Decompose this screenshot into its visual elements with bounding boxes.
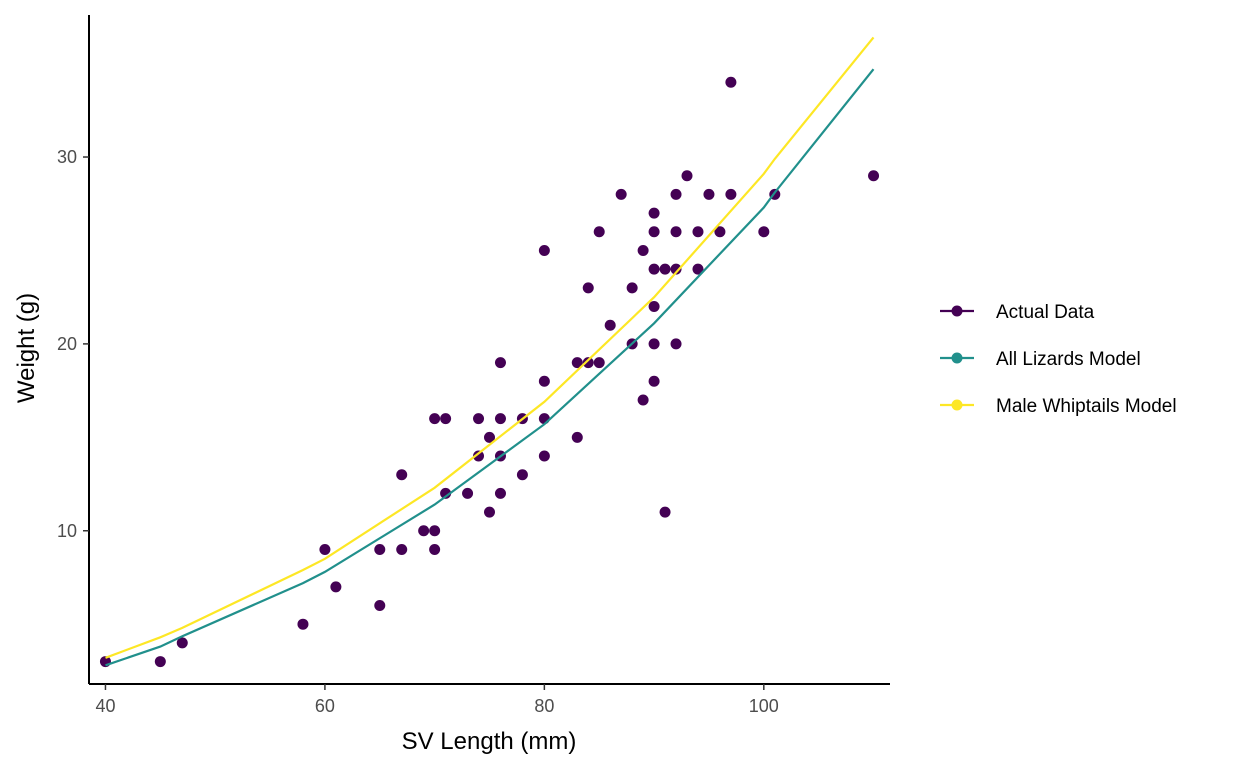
- legend-item-male-whiptails: Male Whiptails Model: [940, 396, 1177, 417]
- data-point: [516, 469, 528, 481]
- data-point: [604, 319, 616, 331]
- ticks: 40 60 80 100 10 20 30: [57, 147, 779, 716]
- data-point: [593, 357, 605, 369]
- x-axis-title: SV Length (mm): [402, 728, 577, 755]
- data-point: [637, 394, 649, 406]
- data-point: [681, 170, 693, 182]
- data-point: [440, 413, 452, 425]
- data-point: [494, 487, 506, 499]
- x-tick-label: 100: [749, 696, 779, 716]
- data-point: [703, 188, 715, 200]
- data-point: [494, 357, 506, 369]
- data-point: [725, 188, 737, 200]
- data-point: [538, 375, 550, 387]
- data-point: [670, 226, 682, 238]
- legend-key-point: [951, 352, 963, 364]
- data-point: [659, 263, 671, 275]
- y-tick-label: 20: [57, 334, 77, 354]
- data-point: [692, 226, 704, 238]
- data-point: [473, 450, 485, 462]
- data-point: [418, 525, 430, 537]
- data-point: [670, 338, 682, 350]
- data-point: [538, 244, 550, 256]
- data-point: [538, 413, 550, 425]
- x-tick-label: 60: [315, 696, 335, 716]
- data-point: [725, 76, 737, 88]
- y-tick-label: 10: [57, 521, 77, 541]
- data-point: [670, 188, 682, 200]
- data-point: [648, 263, 660, 275]
- axes: [88, 15, 890, 685]
- data-point: [473, 413, 485, 425]
- data-point: [99, 656, 111, 668]
- legend-key-point: [951, 305, 963, 317]
- data-point: [582, 357, 594, 369]
- data-point: [429, 525, 441, 537]
- legend-key-point: [951, 399, 963, 411]
- series-line-male-whiptails: [105, 36, 875, 659]
- data-point: [648, 338, 660, 350]
- data-point: [571, 431, 583, 443]
- data-point: [670, 263, 682, 275]
- data-point: [659, 506, 671, 518]
- data-point: [330, 581, 342, 593]
- data-point: [374, 543, 386, 555]
- y-axis-title: Weight (g): [13, 293, 40, 403]
- data-point: [484, 431, 495, 443]
- data-point: [429, 413, 441, 425]
- data-point: [538, 450, 550, 462]
- y-tick-label: 30: [57, 147, 77, 167]
- data-point: [648, 226, 660, 238]
- legend-item-actual: Actual Data: [940, 302, 1095, 323]
- data-point: [429, 543, 441, 555]
- legend-item-all-lizards: All Lizards Model: [940, 349, 1141, 370]
- data-point: [484, 506, 495, 518]
- data-point: [396, 469, 408, 481]
- data-point: [319, 543, 331, 555]
- data-point: [648, 301, 660, 313]
- data-point: [637, 244, 649, 256]
- data-point: [593, 226, 605, 238]
- data-point: [615, 188, 627, 200]
- legend-label: All Lizards Model: [996, 349, 1141, 370]
- data-point: [396, 543, 408, 555]
- data-point: [154, 656, 166, 668]
- plot-area: [99, 36, 880, 668]
- data-point: [758, 226, 770, 238]
- data-point: [692, 263, 704, 275]
- legend-label: Male Whiptails Model: [996, 396, 1177, 417]
- data-point: [648, 375, 660, 387]
- legend: Actual Data All Lizards Model Male Whiptai…: [940, 302, 1177, 417]
- series-line-all-lizards: [105, 68, 875, 667]
- data-point: [571, 357, 583, 369]
- data-point: [462, 487, 474, 499]
- x-tick-label: 80: [534, 696, 554, 716]
- data-point: [868, 170, 880, 182]
- data-point: [714, 226, 726, 238]
- legend-label: Actual Data: [996, 302, 1095, 323]
- data-point: [176, 637, 188, 649]
- data-point: [297, 618, 309, 630]
- data-point: [440, 487, 452, 499]
- data-point: [374, 600, 386, 612]
- x-tick-label: 40: [95, 696, 115, 716]
- data-point: [626, 282, 638, 294]
- data-point: [494, 413, 506, 425]
- data-point: [648, 207, 660, 219]
- data-point: [582, 282, 594, 294]
